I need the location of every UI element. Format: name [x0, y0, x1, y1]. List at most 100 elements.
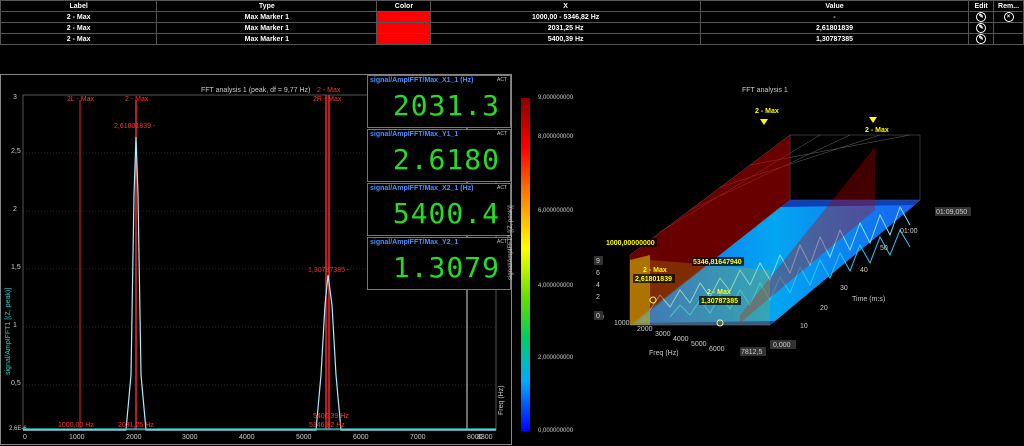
marker-table-header: Label Type Color X Value Edit Rem...: [0, 0, 1024, 12]
xtick: 0: [23, 434, 27, 441]
row-color-swatch[interactable]: [376, 22, 432, 34]
z-tick: 4: [596, 282, 600, 289]
x-tick: 4000: [673, 336, 689, 343]
value-display-act: ACT: [497, 77, 507, 83]
plot3d-title: FFT analysis 1: [742, 87, 788, 94]
value-display-act: ACT: [497, 131, 507, 137]
row-x: 5400,39 Hz: [430, 33, 701, 45]
remove-button[interactable]: [993, 33, 1024, 45]
col-edit[interactable]: Edit: [968, 0, 995, 12]
y-axis-label: Time (m:s): [852, 296, 885, 303]
x-tick: 5000: [691, 341, 707, 348]
col-x[interactable]: X: [430, 0, 701, 12]
value-display-y2[interactable]: signal/AmpIFFT/Max_Y2_1 ACT 1.3079: [367, 237, 511, 290]
marker-plane-yellow-1[interactable]: [630, 255, 650, 325]
y-tick: 20: [820, 305, 828, 312]
marker-freq-4: 5346,82 Hz: [309, 422, 345, 429]
col-label[interactable]: Label: [0, 0, 158, 12]
plot3d-label: 2 - Max: [707, 289, 731, 296]
y-tick: 40: [860, 267, 868, 274]
y-tick: 30: [840, 285, 848, 292]
col-value[interactable]: Value: [699, 0, 970, 12]
marker-arrow[interactable]: [869, 117, 877, 123]
value-display-x2[interactable]: signal/AmpIFFT/Max_X2_1 (Hz) ACT 5400.4: [367, 183, 511, 236]
ytick: 2,5: [11, 148, 21, 155]
fft-plot-panel[interactable]: FFT analysis 1 (peak, df = 9,77 Hz) 3 2,…: [0, 74, 512, 445]
colorbar-label: 9,000000000: [538, 95, 574, 101]
value-display-act: ACT: [497, 239, 507, 245]
fft-title: FFT analysis 1 (peak, df = 9,77 Hz): [201, 87, 310, 94]
marker-point[interactable]: [716, 319, 724, 327]
waterfall-3d-plot[interactable]: 2 - Max 2 - Max 1000,00000000 2 - Max 2,…: [590, 95, 1010, 360]
pencil-icon[interactable]: ✎: [976, 12, 987, 22]
value-display-value: 2031.3: [392, 89, 500, 122]
x-tick: 3000: [655, 331, 671, 338]
value-display-value: 1.3079: [392, 251, 500, 284]
close-icon[interactable]: ×: [1003, 12, 1014, 22]
pencil-icon[interactable]: ✎: [976, 34, 987, 44]
xtick: 5000: [296, 434, 312, 441]
row-x: 2031,25 Hz: [430, 22, 701, 34]
value-display-title: signal/AmpIFFT/Max_Y1_1: [370, 131, 459, 138]
colorbar-label: 0,000000000: [538, 428, 574, 434]
col-remove[interactable]: Rem...: [993, 0, 1024, 12]
colorbar-label: 2,000000000: [538, 355, 574, 361]
colorbar-label: 4,000000000: [538, 283, 574, 289]
z-tick: 9: [596, 258, 600, 265]
row-type: Max Marker 1: [156, 22, 378, 34]
colorbar-label: 8,000000000: [538, 134, 574, 140]
row-type: Max Marker 1: [156, 11, 378, 23]
xtick: 7000: [410, 434, 426, 441]
marker-arrow[interactable]: [760, 119, 768, 125]
y-min: 0,000: [773, 342, 791, 349]
remove-button[interactable]: [993, 22, 1024, 34]
marker-label-2R: 2R - Max: [313, 96, 342, 103]
fft-grid: [23, 152, 496, 386]
marker-freq-2: 2031,25 Hz: [118, 422, 154, 429]
edit-button[interactable]: ✎: [968, 22, 995, 34]
table-row[interactable]: 2 - Max Max Marker 1 1000,00 - 5346,82 H…: [0, 11, 1024, 23]
row-label: 2 - Max: [0, 22, 158, 34]
edit-button[interactable]: ✎: [968, 33, 995, 45]
col-color[interactable]: Color: [376, 0, 432, 12]
plot3d-label: 2 - Max: [865, 127, 889, 134]
marker-point[interactable]: [649, 296, 657, 304]
xtick: 8000: [467, 434, 483, 441]
plot3d-label: 1000,00000000: [606, 240, 655, 247]
value-display-title: signal/AmpIFFT/Max_Y2_1: [370, 239, 459, 246]
x-tick: 1000: [614, 320, 630, 327]
plot3d-label: 2,61801839: [635, 276, 672, 283]
col-type[interactable]: Type: [156, 0, 378, 12]
z-tick: 0: [596, 313, 600, 320]
plot3d-label: 1,30787385: [701, 298, 738, 305]
marker-plane-yellow-2[interactable]: [650, 260, 770, 325]
row-value: -: [699, 11, 970, 23]
marker-value-1: 2,61801839 -: [114, 123, 156, 130]
value-display-value: 2.6180: [392, 143, 500, 176]
table-row[interactable]: 2 - Max Max Marker 1 2031,25 Hz 2,618018…: [0, 22, 1024, 34]
remove-button[interactable]: ×: [993, 11, 1024, 23]
row-color-swatch[interactable]: [376, 11, 432, 23]
table-row[interactable]: 2 - Max Max Marker 1 5400,39 Hz 1,307873…: [0, 33, 1024, 45]
value-display-title: signal/AmpIFFT/Max_X1_1 (Hz): [370, 77, 474, 84]
value-display-x1[interactable]: signal/AmpIFFT/Max_X1_1 (Hz) ACT 2031.3: [367, 75, 511, 128]
xmax-label: 8300: [477, 434, 493, 441]
xtick: 3000: [182, 434, 198, 441]
y-max: 01:09,050: [936, 209, 967, 216]
row-label: 2 - Max: [0, 11, 158, 23]
row-type: Max Marker 1: [156, 33, 378, 45]
value-display-value: 5400.4: [392, 197, 500, 230]
marker-label-2: 2 - Max: [125, 96, 149, 103]
row-color-swatch[interactable]: [376, 33, 432, 45]
row-value: 2,61801839: [699, 22, 970, 34]
row-label: 2 - Max: [0, 33, 158, 45]
edit-button[interactable]: ✎: [968, 11, 995, 23]
marker-plane-2[interactable]: [740, 147, 875, 323]
fft-ylabel: signal/AmpIFFT1 [(Z, peak)]: [5, 288, 12, 375]
x-axis-label: Freq (Hz): [649, 350, 679, 357]
ytick: 0,5: [11, 380, 21, 387]
surface-spikes: [635, 205, 915, 323]
x-tick: 2000: [637, 326, 653, 333]
pencil-icon[interactable]: ✎: [976, 23, 987, 33]
value-display-y1[interactable]: signal/AmpIFFT/Max_Y1_1 ACT 2.6180: [367, 129, 511, 182]
